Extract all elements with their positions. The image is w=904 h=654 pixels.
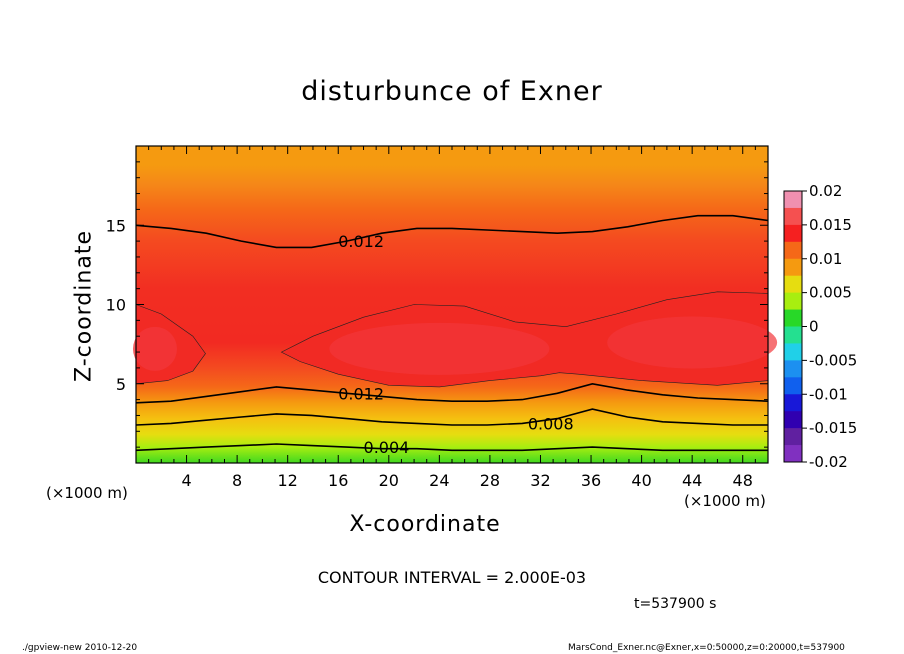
x-unit-right: (×1000 m) <box>684 492 766 510</box>
x-tick-label: 24 <box>429 471 449 490</box>
colorbar-swatch <box>784 360 802 378</box>
x-unit-left: (×1000 m) <box>46 484 128 502</box>
colorbar-swatch <box>784 445 802 463</box>
contour-line-1 <box>135 214 769 249</box>
colorbar-swatch <box>784 241 802 260</box>
footer-left: ./gpview-new 2010-12-20 <box>22 643 138 653</box>
x-tick-label: 4 <box>181 471 191 490</box>
colorbar-tick-label: -0.015 <box>809 419 857 437</box>
core-center-2 <box>329 322 550 375</box>
colorbar-swatch <box>784 394 802 412</box>
contour-interval-note: CONTOUR INTERVAL = 2.000E-03 <box>317 568 587 587</box>
contour-line-4 <box>135 443 768 452</box>
x-tick-label: 36 <box>581 471 601 490</box>
y-tick-label: 10 <box>106 296 126 315</box>
colorbar-swatch <box>784 275 802 294</box>
colorbar-swatch <box>784 428 802 446</box>
colorbar-tick-label: -0.02 <box>809 453 848 471</box>
colorbar-tick-label: -0.01 <box>809 385 848 403</box>
x-axis-label: X-coordinate <box>349 512 501 537</box>
contour-label-3: 0.008 <box>528 414 574 433</box>
x-tick-label: 16 <box>328 471 348 490</box>
chart-title: disturbunce of Exner <box>301 76 603 107</box>
colorbar-tick-label: 0.015 <box>809 216 852 234</box>
contour-label-1: 0.012 <box>338 232 384 251</box>
colorbar-tick-label: 0.005 <box>809 284 852 302</box>
colorbar-swatch <box>784 377 802 395</box>
colorbar-tick-label: -0.005 <box>809 351 857 369</box>
colorbar-swatch <box>784 207 802 226</box>
footer-right: MarsCond_Exner.nc@Exner,x=0:50000,z=0:20… <box>568 643 845 653</box>
colorbar-swatch <box>784 292 802 311</box>
y-axis-label: Z-coordinate <box>71 230 97 382</box>
x-tick-label: 44 <box>682 471 702 490</box>
colorbar-swatch <box>784 343 802 361</box>
contour-line-2 <box>135 382 769 404</box>
contour-line-3 <box>135 408 768 426</box>
colorbar-swatch <box>784 326 802 344</box>
x-tick-label: 28 <box>480 471 500 490</box>
x-tick-label: 20 <box>379 471 399 490</box>
colorbar-tick-label: 0 <box>809 318 819 336</box>
colorbar-swatch <box>784 224 802 243</box>
time-label: t=537900 s <box>634 596 717 612</box>
colorbar-tick-label: 0.02 <box>809 182 842 200</box>
y-tick-label: 15 <box>106 216 126 235</box>
y-tick-label: 5 <box>116 375 126 394</box>
core-center-3 <box>607 316 778 369</box>
colorbar-swatch <box>784 191 802 209</box>
colorbar-swatch <box>784 309 802 327</box>
x-tick-label: 12 <box>278 471 298 490</box>
x-tick-label: 32 <box>530 471 550 490</box>
colorbar-tick-label: 0.01 <box>809 250 842 268</box>
x-tick-label: 48 <box>733 471 753 490</box>
x-tick-label: 8 <box>232 471 242 490</box>
colorbar-swatch <box>784 258 802 277</box>
colorbar-swatch <box>784 411 802 429</box>
core-center-1 <box>132 326 177 371</box>
x-tick-label: 40 <box>631 471 651 490</box>
contour-label-4: 0.004 <box>364 438 410 457</box>
contour-label-2: 0.012 <box>338 384 384 403</box>
